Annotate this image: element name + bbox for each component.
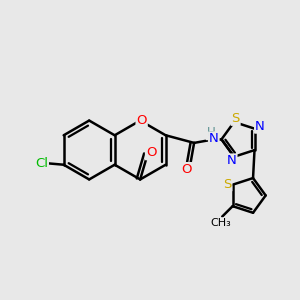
Text: N: N	[227, 154, 237, 167]
Text: CH₃: CH₃	[210, 218, 231, 228]
Text: N: N	[255, 120, 265, 133]
Text: O: O	[181, 163, 191, 176]
Text: S: S	[231, 112, 240, 125]
Text: S: S	[223, 178, 232, 190]
Text: H: H	[206, 126, 215, 140]
Text: Cl: Cl	[35, 157, 48, 170]
Text: O: O	[136, 114, 147, 127]
Text: O: O	[146, 146, 156, 159]
Text: N: N	[209, 132, 219, 145]
